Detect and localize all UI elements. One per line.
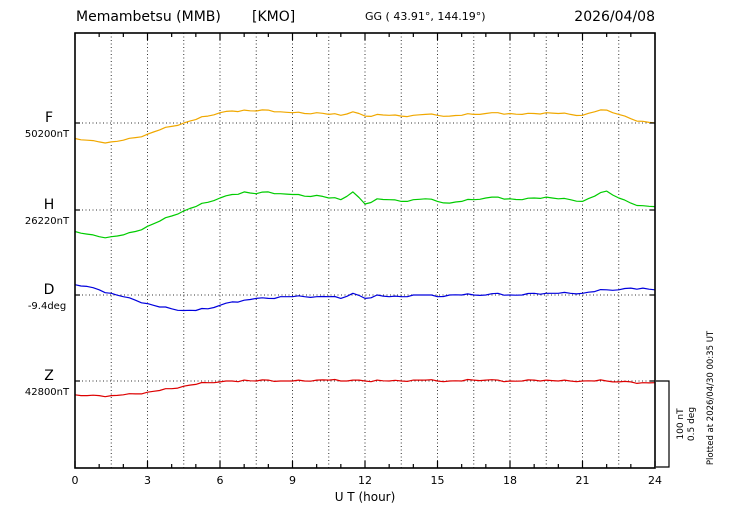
x-tick-label: 18	[503, 474, 517, 487]
x-tick-label: 6	[217, 474, 224, 487]
plot-date: 2026/04/08	[574, 9, 655, 25]
geographic-coordinates: GG ( 43.91°, 144.19°)	[365, 10, 486, 23]
series-label-F: F	[45, 110, 53, 126]
x-tick-label: 0	[72, 474, 79, 487]
series-baseline-D: -9.4deg	[28, 301, 66, 312]
plot-frame	[74, 32, 656, 469]
x-tick-label: 3	[144, 474, 151, 487]
series-line-Z	[74, 378, 656, 398]
series-layer	[74, 109, 656, 398]
x-tick-label: 21	[576, 474, 590, 487]
scale-label-deg: 0.5 deg	[687, 407, 697, 441]
series-baseline-Z: 42800nT	[25, 387, 70, 398]
x-tick-label: 15	[431, 474, 445, 487]
x-axis-title: U T (hour)	[335, 490, 396, 504]
series-label-D: D	[44, 282, 55, 298]
grid-layer	[75, 33, 655, 468]
series-label-Z: Z	[44, 368, 54, 384]
series-line-H	[74, 190, 656, 239]
x-tick-label: 9	[289, 474, 296, 487]
station-title: Memambetsu (MMB)	[76, 9, 221, 25]
series-baseline-F: 50200nT	[25, 129, 70, 140]
x-tick-label: 12	[358, 474, 372, 487]
x-tick-label: 24	[648, 474, 662, 487]
scale-label-nt: 100 nT	[676, 408, 686, 440]
scale-bracket	[656, 380, 670, 468]
tick-layer: 0 3 6 9 12 15 18 21 24	[72, 33, 662, 487]
series-line-D	[74, 284, 656, 312]
series-baseline-H: 26220nT	[25, 216, 70, 227]
station-code: [KMO]	[252, 9, 295, 25]
series-label-H: H	[44, 197, 55, 213]
plotted-at-note: Plotted at 2026/04/30 00:35 UT	[706, 330, 716, 465]
series-line-F	[74, 109, 656, 144]
